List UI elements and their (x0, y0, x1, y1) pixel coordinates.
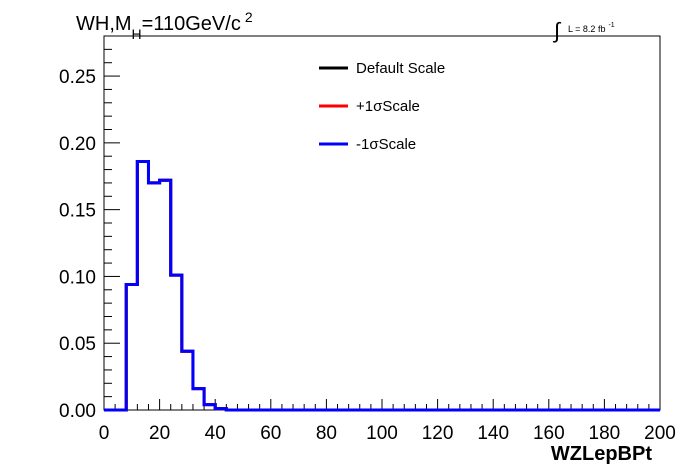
legend-label: +1σScale (356, 98, 420, 115)
y-tick-label: 0.20 (59, 134, 96, 155)
x-tick-label: 200 (644, 423, 676, 444)
x-tick-label: 40 (205, 423, 226, 444)
x-tick-label: 100 (366, 423, 398, 444)
y-tick-label: 0.00 (59, 401, 96, 422)
x-tick-label: 140 (477, 423, 509, 444)
chart-title: WH,MH=110GeV/c 2 (76, 9, 253, 42)
legend-label: Default Scale (356, 60, 445, 77)
x-tick-label: 0 (99, 423, 110, 444)
integral-symbol: ∫ (552, 18, 562, 43)
plot-frame (103, 35, 661, 411)
x-axis: 0 20 40 60 80 100 120 140 160 180 200 (99, 399, 676, 444)
x-axis-label: WZLepBPt (551, 443, 652, 465)
x-tick-label: 120 (422, 423, 454, 444)
y-tick-label: 0.10 (59, 267, 96, 288)
x-tick-label: 80 (316, 423, 337, 444)
series-line-2 (104, 160, 660, 412)
legend: Default Scale +1σScale -1σScale (319, 60, 445, 153)
lumi-label: L = 8.2 fb -1 (568, 22, 615, 34)
legend-label: -1σScale (356, 136, 416, 153)
x-tick-label: 60 (260, 423, 281, 444)
y-tick-label: 0.05 (59, 334, 96, 355)
y-tick-label: 0.15 (59, 201, 96, 222)
series-line-1 (104, 160, 660, 412)
x-tick-label: 180 (589, 423, 621, 444)
series-line-0 (104, 160, 660, 412)
x-tick-label: 160 (533, 423, 565, 444)
x-tick-label: 20 (149, 423, 170, 444)
series-layer (104, 160, 660, 412)
y-axis: 0.00 0.05 0.10 0.15 0.20 0.25 (59, 35, 120, 422)
y-tick-label: 0.25 (59, 67, 96, 88)
